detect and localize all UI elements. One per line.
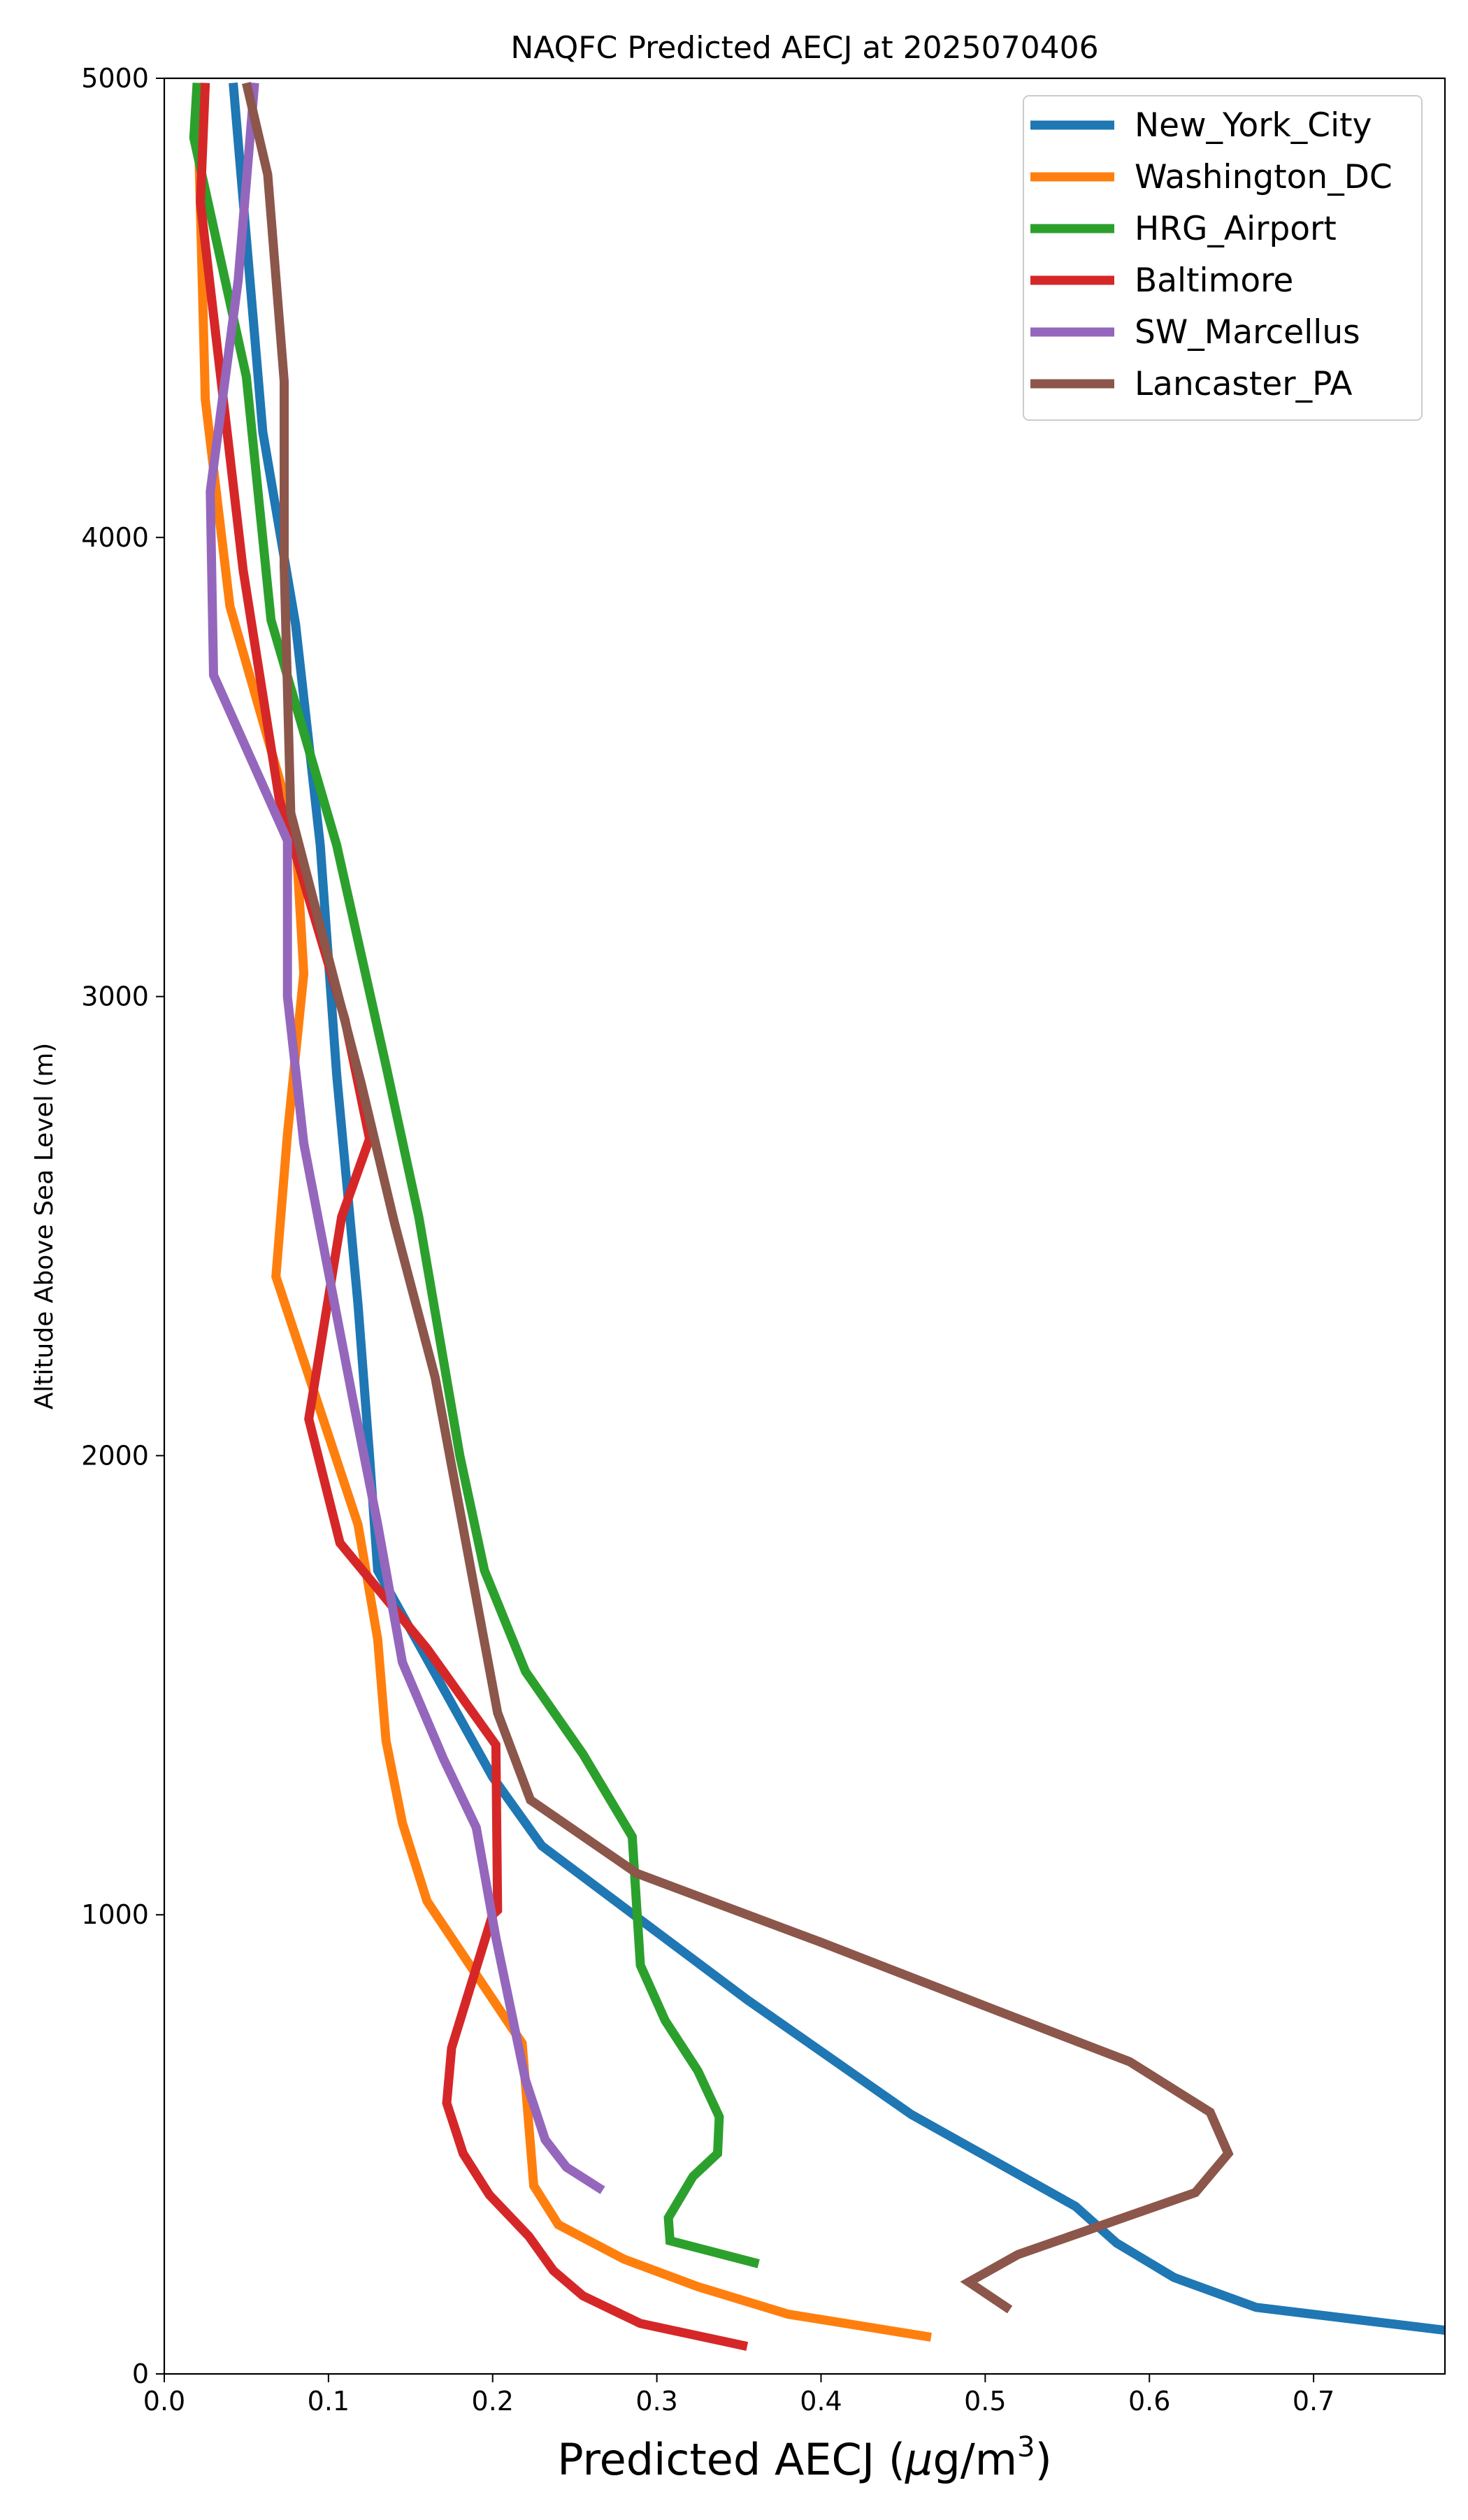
x-tick-label: 0.2 xyxy=(472,2386,514,2417)
legend: New_York_City Washington_DC HRG_Airport Bal… xyxy=(1023,95,1423,421)
y-axis-label: Altitude Above Sea Level (m) xyxy=(30,1043,59,1410)
x-tick-label: 0.6 xyxy=(1128,2386,1170,2417)
x-axis-label-unit: g/m xyxy=(933,2434,1017,2485)
legend-label-new-york-city: New_York_City xyxy=(1135,106,1372,145)
x-axis-label-mu: μ xyxy=(905,2434,933,2485)
y-tick-label: 3000 xyxy=(81,981,149,1012)
series-layer xyxy=(189,82,1445,2351)
series-line-sw-marcellus xyxy=(206,82,605,2194)
x-axis-label-suffix: ) xyxy=(1035,2434,1052,2485)
y-tick-label: 1000 xyxy=(81,1899,149,1930)
series-line-lancaster-pa xyxy=(242,82,1234,2314)
x-axis-label-exponent: 3 xyxy=(1017,2431,1035,2463)
legend-label-lancaster-pa: Lancaster_PA xyxy=(1135,365,1353,403)
x-tick-label: 0.5 xyxy=(964,2386,1006,2417)
legend-label-sw-marcellus: SW_Marcellus xyxy=(1135,313,1360,352)
y-tick-label: 0 xyxy=(132,2359,149,2389)
y-tick-label: 2000 xyxy=(81,1440,149,1471)
x-tick-label: 0.3 xyxy=(635,2386,677,2417)
legend-label-washington-dc: Washington_DC xyxy=(1135,158,1393,196)
x-tick-label: 0.7 xyxy=(1293,2386,1334,2417)
y-tick-label: 5000 xyxy=(81,63,149,94)
plot-frame xyxy=(163,77,1446,2375)
x-tick-label: 0.1 xyxy=(308,2386,350,2417)
x-axis-label: Predicted AECJ (μg/m3) xyxy=(557,2431,1052,2485)
x-tick-label: 0.0 xyxy=(143,2386,185,2417)
x-tick-label: 0.4 xyxy=(800,2386,842,2417)
legend-label-hrg-airport: HRG_Airport xyxy=(1135,210,1337,248)
legend-box xyxy=(1023,95,1423,421)
axes-layer: 0.0 0.1 0.2 0.3 0.4 0.5 0.6 0.7 0 1000 2000 3000 400… xyxy=(81,63,1334,2417)
x-axis-label-prefix: Predicted AECJ ( xyxy=(557,2434,905,2485)
legend-entries: New_York_City Washington_DC HRG_Airport Bal… xyxy=(1030,106,1393,403)
y-tick-label: 4000 xyxy=(81,522,149,553)
series-line-hrg-airport xyxy=(189,82,760,2268)
chart-title: NAQFC Predicted AECJ at 2025070406 xyxy=(510,30,1098,66)
legend-label-baltimore: Baltimore xyxy=(1135,261,1293,300)
